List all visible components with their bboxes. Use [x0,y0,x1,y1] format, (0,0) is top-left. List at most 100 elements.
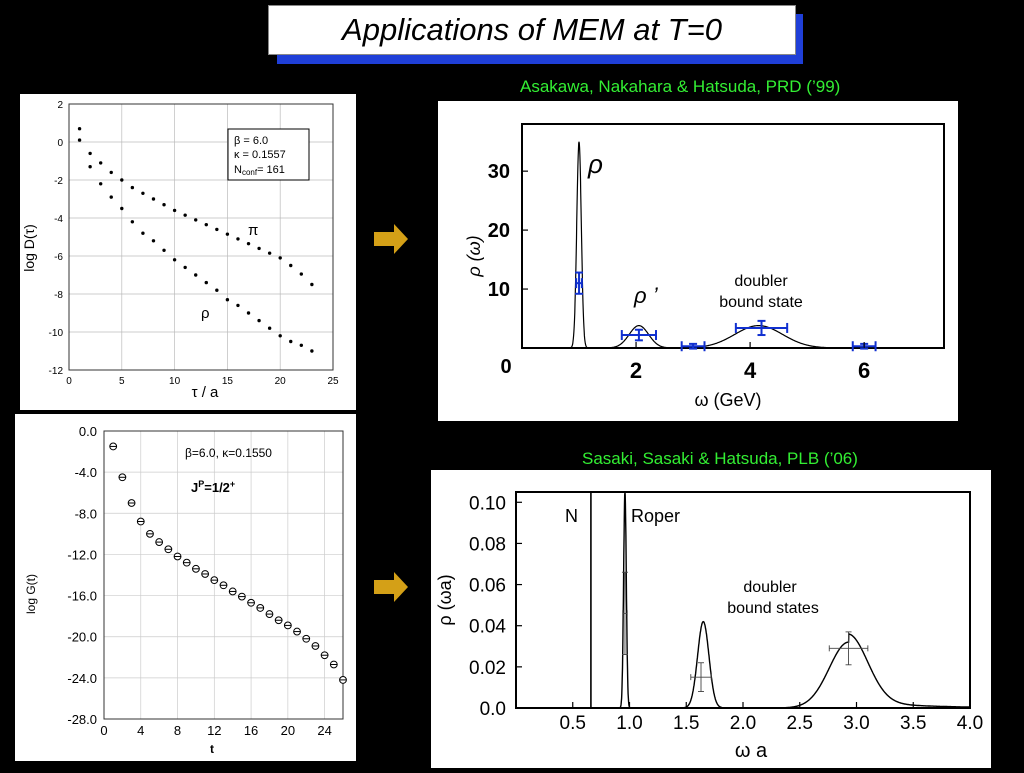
legend-jp: JP=1/2+ [191,479,235,495]
data-point [130,220,135,224]
legend-kappa: κ = 0.1557 [234,149,286,161]
y-tick-label: -24.0 [67,671,97,686]
x-tick-label: 2 [630,358,642,383]
x-tick-label: 2.0 [730,713,756,734]
y-tick-label: -4 [54,214,63,225]
origin-label: 0 [500,356,511,378]
data-point [98,182,103,186]
y-tick-label: 0.10 [469,493,506,514]
data-point [130,185,135,190]
spectral-curve [522,141,944,349]
x-tick-label: 4 [744,358,757,383]
correlator-panel-top: 2 0 -2 -4 -6 -8 -10 -12 0 5 10 15 20 25 log D(τ) τ / … [20,94,356,410]
data-point [278,256,282,260]
x-tick-label: 12 [207,723,221,738]
y-tick-label: 30 [488,161,510,183]
data-point [215,288,219,292]
arrow-icon [374,224,408,254]
y-tick-label: -8 [54,290,63,301]
spectral-panel-bottom: 0.10 0.08 0.06 0.04 0.02 0.0 0.5 1.0 1.5 2.0 2.5 3.… [431,470,991,768]
arrow-icon [374,572,408,602]
data-point [141,191,145,195]
spectral-curve [595,491,970,709]
slide-title: Applications of MEM at T=0 [268,5,796,55]
data-point [77,127,82,131]
label-rho-prime: ρ ’ [633,283,659,308]
data-point [88,165,92,169]
y-axis-label: ρ (ωa) [435,574,455,625]
x-tick-label: 3.5 [900,713,926,734]
data-point [172,208,177,213]
x-tick-label: 20 [275,376,287,387]
citation-top: Asakawa, Nakahara & Hatsuda, PRD (’99) [520,77,841,96]
x-tick-label: 24 [317,723,331,738]
label-n: N [565,506,578,526]
x-tick-label: 20 [281,723,295,738]
rho-omega-a-chart: 0.10 0.08 0.06 0.04 0.02 0.0 0.5 1.0 1.5 2.0 2.5 3.… [435,491,983,762]
spectral-panel-top: 30 20 10 2 4 6 ρ (ω) ω (GeV) 0 ρ ρ ’ doubler … [438,101,958,421]
data-point [299,343,304,347]
data-point [267,326,272,330]
y-tick-label: -12 [49,366,64,377]
x-tick-label: 8 [174,723,181,738]
data-point [162,203,166,207]
data-point [204,222,208,227]
data-point [289,339,293,344]
x-tick-label: 0 [100,723,107,738]
y-tick-label: 10 [488,279,510,301]
data-point [172,258,177,262]
x-tick-label: 16 [244,723,258,738]
data-point [194,218,198,222]
legend-box [227,128,310,181]
x-tick-label: 2.5 [787,713,813,734]
data-point [225,298,230,302]
x-tick-label: 25 [327,376,339,387]
data-point [289,263,293,268]
x-tick-label: 5 [119,376,125,387]
data-point [109,195,113,199]
data-point [162,248,166,252]
x-tick-label: 0.5 [560,713,586,734]
data-point [151,239,156,243]
x-tick-label: 4.0 [957,713,983,734]
y-axis-label: log D(τ) [21,224,37,272]
label-rho: ρ [201,305,210,322]
x-axis-label: t [210,742,214,756]
data-point [183,265,187,270]
x-tick-label: 15 [222,376,234,387]
data-point [183,213,187,217]
x-tick-label: 1.5 [673,713,699,734]
doubler-label: doubler [743,579,797,596]
data-point [246,311,251,315]
data-point [151,197,156,201]
label-rho: ρ [587,149,603,179]
y-tick-label: 20 [488,220,510,242]
label-roper: Roper [631,506,680,526]
y-tick-label: 0.02 [469,658,506,679]
y-tick-label: -6 [54,252,63,263]
data-point [257,246,261,251]
x-tick-label: 4 [137,723,144,738]
data-point [267,251,272,255]
y-tick-label: 2 [57,100,63,111]
doubler-label: doubler [734,273,788,290]
y-axis-label: ρ (ω) [464,235,484,277]
x-axis-label: ω a [735,740,768,762]
y-tick-label: -10 [49,328,64,339]
data-point [225,232,230,236]
data-point [278,334,282,338]
y-tick-label: -28.0 [67,712,97,727]
y-tick-label: 0.06 [469,576,506,597]
y-tick-label: 0.0 [79,424,97,439]
label-pi: π [248,222,258,239]
data-point [236,303,240,308]
data-point [77,138,82,142]
y-tick-label: -2 [54,176,63,187]
legend-nconf: Nconf= 161 [234,164,285,177]
y-tick-label: -12.0 [67,547,97,562]
y-tick-label: 0 [57,138,63,149]
data-point [120,206,124,211]
x-axis-label: τ / a [192,384,219,401]
citation-bottom: Sasaki, Sasaki & Hatsuda, PLB (’06) [582,449,858,468]
